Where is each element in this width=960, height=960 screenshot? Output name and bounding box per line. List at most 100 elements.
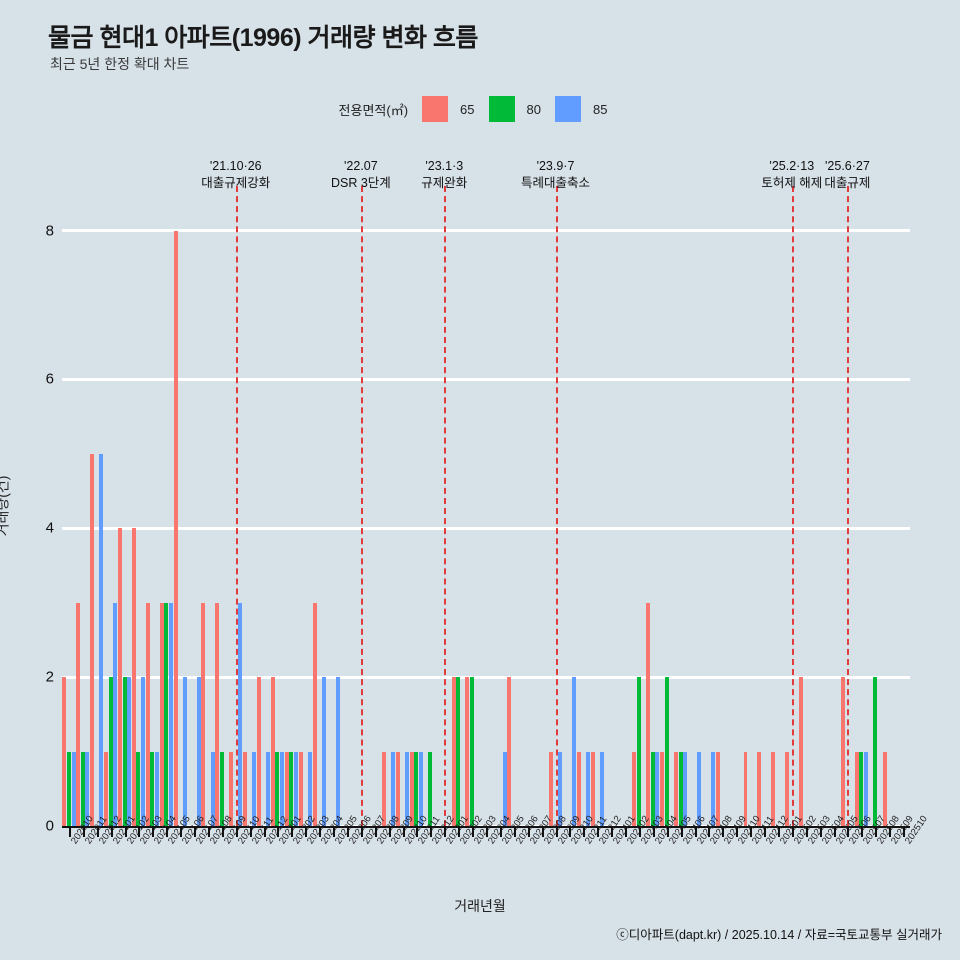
event-annotation-202309: '23.9·7 특례대출축소 — [521, 158, 590, 192]
bar — [210, 751, 215, 826]
event-annotation-202502: '25.2·13 토허제 해제 — [761, 158, 822, 192]
bar — [150, 751, 155, 826]
x-tick — [777, 826, 780, 837]
x-tick — [638, 826, 641, 837]
event-text: DSR 3단계 — [330, 175, 391, 190]
y-tick-label-6: 6 — [45, 370, 54, 388]
x-tick — [333, 826, 336, 837]
plot-area — [62, 186, 910, 828]
bar — [307, 751, 312, 826]
bar — [882, 751, 887, 826]
bar — [757, 751, 762, 826]
legend-item-65[interactable]: 65 — [422, 96, 475, 122]
bar — [289, 751, 294, 826]
x-tick — [541, 826, 544, 837]
bar — [673, 751, 678, 826]
x-tick — [430, 826, 433, 837]
legend-item-85[interactable]: 85 — [554, 96, 608, 122]
x-tick — [527, 826, 530, 837]
y-axis-labels: 0 2 4 6 8 — [14, 186, 54, 834]
bar — [117, 528, 122, 826]
x-tick — [694, 826, 697, 837]
y-tick-label-2: 2 — [45, 668, 54, 686]
page-subtitle: 최근 5년 한정 확대 차트 — [50, 56, 190, 72]
event-date: '23.9·7 — [536, 159, 575, 173]
bar — [382, 751, 387, 826]
bar — [715, 751, 720, 826]
bar — [799, 677, 804, 826]
bar — [863, 751, 868, 826]
x-tick — [889, 826, 892, 837]
x-tick — [861, 826, 864, 837]
x-tick — [499, 826, 502, 837]
event-date: '25.2·13 — [769, 159, 815, 173]
x-tick — [138, 826, 141, 837]
bar — [428, 751, 433, 826]
x-tick — [625, 826, 628, 837]
y-tick-label-8: 8 — [45, 222, 54, 240]
event-date: '21.10·26 — [209, 159, 262, 173]
bar — [599, 751, 604, 826]
bar — [164, 602, 169, 826]
x-tick — [319, 826, 322, 837]
x-tick — [819, 826, 822, 837]
bar — [678, 751, 683, 826]
bar — [650, 751, 655, 826]
legend-label-85: 85 — [592, 101, 608, 117]
bar — [548, 751, 553, 826]
legend-item-80[interactable]: 80 — [488, 96, 541, 122]
bar — [136, 751, 141, 826]
x-tick — [263, 826, 266, 837]
bar — [201, 602, 206, 826]
bar — [660, 751, 665, 826]
event-annotation-202110: '21.10·26 대출규제강화 — [201, 158, 270, 192]
x-tick — [764, 826, 767, 837]
x-tick — [305, 826, 308, 837]
x-tick — [805, 826, 808, 837]
bar — [122, 677, 127, 826]
x-tick — [221, 826, 224, 837]
x-tick — [444, 826, 447, 837]
bar — [85, 751, 90, 826]
x-tick — [82, 826, 85, 837]
bar — [108, 677, 113, 826]
event-line-202502 — [791, 186, 794, 826]
x-tick — [736, 826, 739, 837]
x-tick — [235, 826, 238, 837]
bar — [270, 677, 275, 826]
event-text: 규제완화 — [421, 175, 468, 190]
bar — [470, 677, 475, 826]
x-axis: 2020102020112020122021012021022021032021… — [62, 814, 930, 846]
x-tick — [166, 826, 169, 837]
bar — [215, 602, 220, 826]
x-tick — [652, 826, 655, 837]
event-line-202207 — [360, 186, 363, 826]
x-tick — [207, 826, 210, 837]
x-tick — [277, 826, 280, 837]
bar — [155, 751, 159, 826]
bar — [62, 677, 67, 826]
x-tick — [402, 826, 405, 837]
bar — [655, 751, 660, 826]
bar — [76, 602, 81, 826]
x-tick — [416, 826, 419, 837]
bar — [243, 751, 248, 826]
bar — [127, 677, 132, 826]
gridline-6 — [62, 377, 910, 381]
bar — [873, 677, 878, 826]
x-tick — [124, 826, 127, 837]
event-annotation-202207: '22.07 DSR 3단계 — [331, 158, 391, 192]
x-tick — [388, 826, 391, 837]
bar — [664, 677, 669, 826]
gridline-4 — [62, 526, 910, 530]
bar — [219, 751, 224, 826]
y-tick-label-4: 4 — [45, 519, 54, 537]
event-text: 토허제 해제 — [761, 175, 823, 190]
x-tick — [833, 826, 836, 837]
bar — [572, 677, 577, 826]
bar — [414, 751, 419, 826]
bar — [451, 677, 456, 826]
x-tick — [750, 826, 753, 837]
bar — [646, 602, 651, 826]
bar — [840, 677, 845, 826]
